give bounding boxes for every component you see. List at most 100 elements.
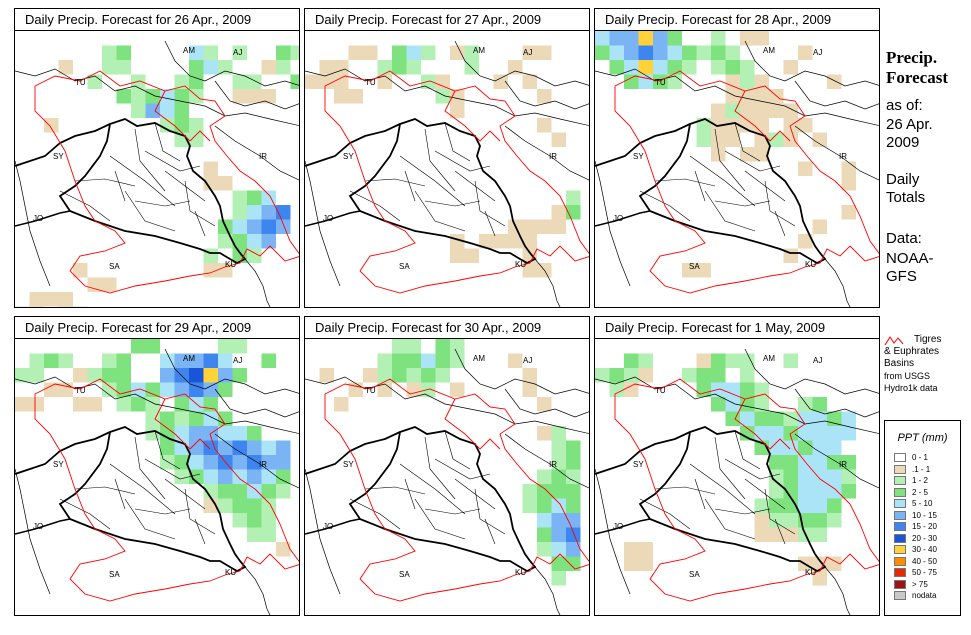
precip-cell: [377, 368, 392, 383]
province-border: [444, 122, 471, 162]
precip-map: AM AJ TU SY IR JO SA KU: [305, 339, 589, 615]
province-border: [704, 498, 756, 540]
precip-cell: [319, 60, 334, 75]
precip-cell: [174, 411, 189, 426]
precip-cell: [537, 469, 552, 484]
precip-cell: [566, 455, 581, 470]
precip-cell: [29, 306, 44, 307]
country-label: JO: [33, 522, 43, 531]
precip-cell: [769, 426, 784, 441]
province-border: [74, 486, 136, 495]
precip-cell: [754, 74, 769, 89]
legend-swatch: [894, 556, 906, 566]
precip-cell: [15, 306, 30, 307]
precip-cell: [174, 469, 189, 484]
precip-cell: [798, 484, 813, 499]
precip-cell: [435, 89, 450, 104]
legend-item: .1 - 1: [885, 464, 960, 476]
precip-cell: [725, 382, 740, 397]
precip-cell: [493, 234, 508, 249]
precip-cell: [15, 368, 30, 383]
precip-cell: [232, 455, 247, 470]
precip-cell: [247, 219, 262, 234]
country-border: [534, 258, 561, 307]
precip-cell: [44, 292, 59, 307]
precip-cell: [58, 60, 73, 75]
precip-cell: [406, 368, 421, 383]
province-border: [404, 170, 416, 202]
precip-cell: [609, 31, 624, 46]
province-border: [434, 458, 491, 480]
precip-cell: [174, 382, 189, 397]
precip-cell: [464, 248, 479, 263]
precip-cell: [218, 382, 233, 397]
province-border: [164, 170, 206, 202]
precip-cell: [812, 498, 827, 513]
legend-item: 20 - 30: [885, 533, 960, 545]
precip-cell: [87, 368, 102, 383]
precip-map: AM AJ TU SY IR JO SA KU: [595, 348, 879, 615]
legend-item: 0 - 1: [885, 452, 960, 464]
country-border: [305, 210, 361, 227]
precip-cell: [754, 527, 769, 542]
country-border: [794, 80, 879, 110]
precip-cell: [740, 426, 755, 441]
province-border: [109, 155, 176, 207]
country-label: JO: [613, 214, 623, 223]
precip-cell: [841, 176, 856, 191]
precip-cell: [247, 190, 262, 205]
precip-cell: [203, 45, 218, 60]
country-label: AM: [763, 354, 775, 363]
basin-outline: [34, 70, 299, 294]
precip-cell: [537, 397, 552, 412]
legend-item: 10 - 15: [885, 510, 960, 522]
precip-cell: [203, 60, 218, 75]
legend-label: 2 - 5: [912, 487, 929, 497]
province-border: [59, 498, 111, 530]
precip-cell: [406, 339, 421, 354]
precip-cell: [624, 368, 639, 383]
country-label: AM: [763, 46, 775, 55]
precip-cell: [174, 74, 189, 89]
precip-cell: [537, 426, 552, 441]
country-border: [744, 40, 879, 87]
precip-map: AM AJ TU SY IR JO SA KU: [595, 31, 879, 307]
legend-label: .1 - 1: [912, 464, 931, 474]
precip-cell: [218, 353, 233, 368]
province-border: [714, 200, 771, 207]
precip-cell: [247, 469, 262, 484]
precip-cell: [841, 161, 856, 176]
country-label: AJ: [813, 356, 822, 365]
precip-cell: [711, 368, 726, 383]
basin-outline: [614, 378, 879, 602]
precip-cell: [624, 353, 639, 368]
precip-cell: [696, 368, 711, 383]
totals-label: Daily Totals: [886, 171, 926, 206]
legend-item: 1 - 2: [885, 475, 960, 487]
province-border: [724, 458, 781, 480]
country-label: SA: [109, 262, 120, 271]
precip-cell: [377, 382, 392, 397]
precip-cell: [406, 382, 421, 397]
precip-cell: [102, 277, 117, 292]
precip-cell: [232, 339, 247, 354]
precip-map: AM AJ TU SY IR JO SA KU: [15, 339, 299, 615]
precip-cell: [247, 440, 262, 455]
country-border: [794, 433, 879, 489]
precip-cell: [537, 527, 552, 542]
precip-cell: [754, 426, 769, 441]
basin-line-icon: [884, 336, 904, 346]
province-border: [454, 170, 496, 202]
precip-cell: [58, 382, 73, 397]
legend-item: 5 - 10: [885, 498, 960, 510]
precip-cell: [450, 382, 465, 397]
precip-cell: [203, 411, 218, 426]
country-label: IR: [839, 460, 847, 469]
precip-cell: [218, 498, 233, 513]
precip-cell: [841, 469, 856, 484]
country-label: IR: [549, 152, 557, 161]
basin-legend-line3: Basins: [884, 358, 915, 369]
precip-cell: [319, 74, 334, 89]
country-label: SA: [109, 570, 120, 579]
legend-label: 20 - 30: [912, 533, 937, 543]
